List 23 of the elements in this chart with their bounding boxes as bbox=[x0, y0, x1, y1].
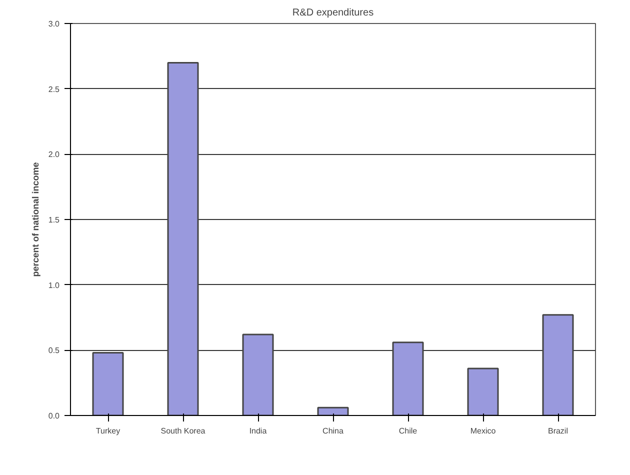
y-tick-label: 3.0 bbox=[48, 20, 60, 28]
bar bbox=[317, 406, 349, 416]
x-tick-label: South Korea bbox=[160, 426, 206, 436]
x-tick-label: Turkey bbox=[96, 426, 120, 436]
x-tick-label: Mexico bbox=[470, 426, 496, 436]
x-tick-label: China bbox=[322, 426, 344, 436]
y-tick-label: 1.5 bbox=[48, 216, 60, 224]
bar bbox=[167, 62, 199, 416]
x-tick-label: India bbox=[249, 426, 268, 436]
y-tick-label: 2.5 bbox=[48, 84, 60, 94]
y-axis-title: percent of national income bbox=[30, 162, 40, 277]
y-tick-label: 2.0 bbox=[48, 150, 60, 160]
y-tick-label: 1.0 bbox=[48, 280, 60, 290]
y-tick-label: 0.5 bbox=[48, 346, 60, 356]
bar bbox=[392, 342, 424, 416]
x-tick-label: Chile bbox=[398, 426, 418, 436]
bar bbox=[242, 334, 274, 416]
y-tick-label: 0.0 bbox=[48, 412, 60, 420]
chart-title: R&D expenditures bbox=[292, 8, 374, 18]
bar bbox=[92, 352, 124, 416]
x-tick-label: Brazil bbox=[548, 426, 568, 436]
bar bbox=[542, 314, 574, 416]
bar bbox=[467, 368, 499, 416]
